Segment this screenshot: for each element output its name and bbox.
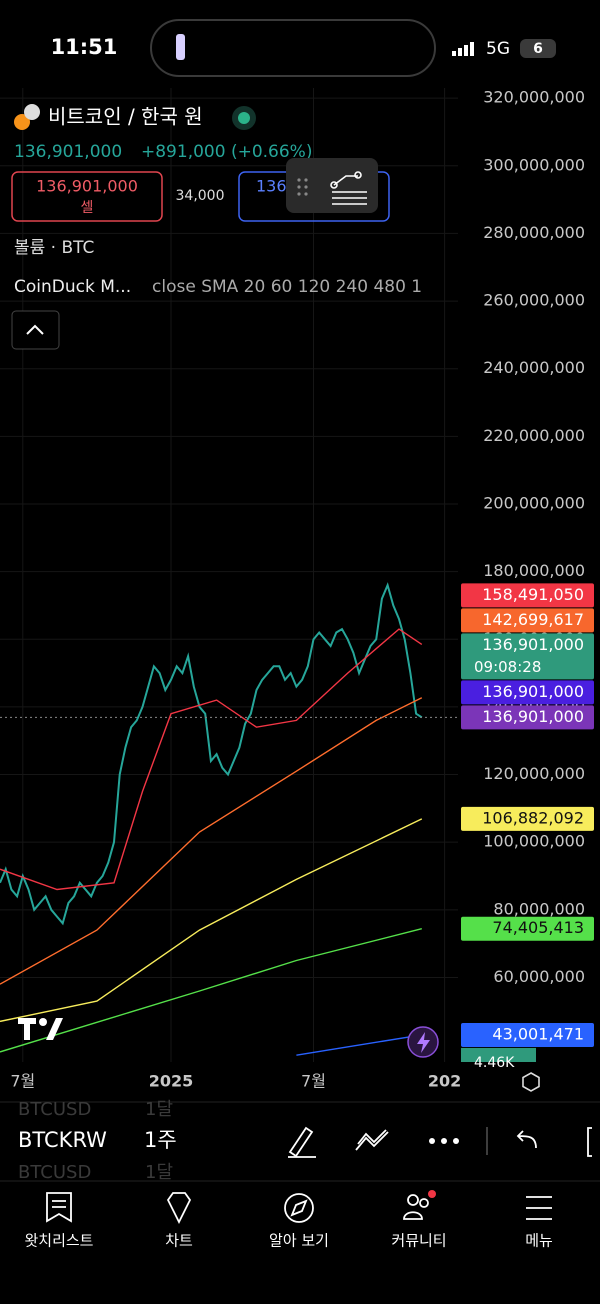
price-label [461,1022,594,1047]
price-label [461,916,594,941]
price-label-time: 09:08:28 [474,658,541,676]
ghost-symbol: BTCUSD [18,1099,91,1120]
price-label-text: 136,901,000 [482,635,584,654]
lightning-icon [417,1032,430,1053]
x-tick-label: 7월 [301,1072,326,1091]
dynamic-island [150,19,436,77]
volume-label [461,1047,536,1062]
y-tick-label: 200,000,000 [483,493,585,512]
symbol-title: 비트코인 / 한국 원 [48,105,203,129]
sma-line [0,818,423,1023]
layout-button[interactable] [587,1127,592,1157]
more-button[interactable] [429,1138,459,1144]
battery-level: 6 [533,41,543,57]
sma-line [0,628,423,891]
price-label-text: 158,491,050 [482,585,584,604]
drag-handle [297,178,308,196]
ghost-interval: 1달 [145,1162,173,1183]
y-tick-label: 300,000,000 [483,155,585,174]
sma-line [0,697,423,985]
x-tick-label: 2025 [149,1072,194,1091]
sell-button[interactable] [11,171,163,222]
ghost-interval: 1달 [145,1099,173,1120]
price-label-text: 74,405,413 [492,918,584,937]
y-tick-label: 180,000,000 [483,561,585,580]
last-price: 136,901,000 [14,142,122,162]
price-label [461,705,594,730]
clock: 11:51 [51,35,118,59]
y-tick-label: 80,000,000 [493,899,585,918]
price-label-text: 136,901,000 [482,707,584,726]
nav-label: 메뉴 [525,1232,553,1250]
ghost-symbol: BTCUSD [18,1162,91,1183]
x-tick-label: 202 [428,1072,461,1091]
nav-label: 왓치리스트 [24,1232,93,1250]
y-tick-label: 60,000,000 [493,967,585,986]
price-label [461,633,594,680]
nav-labels: 왓치리스트 차트 알아 보기 커뮤니티 메뉴 [24,1232,552,1250]
nav-label: 알아 보기 [269,1232,329,1250]
chart: 60,000,000 80,000,000 100,000,000 120,000,0… [0,88,594,1091]
trend-tool[interactable] [355,1129,389,1151]
network: 5G [486,39,510,59]
spread: 34,000 [176,188,225,204]
price-label [461,608,594,633]
drawing-toolbar[interactable] [286,158,378,213]
volume-legend: 볼륨 · BTC [14,238,94,258]
y-tick-label: 220,000,000 [483,426,585,445]
y-tick-label: 120,000,000 [483,764,585,783]
btc-icon [14,114,30,130]
nav-label: 커뮤니티 [391,1232,446,1250]
price-label [461,806,594,831]
price-label-text: 142,699,617 [482,610,584,629]
y-tick-label: 260,000,000 [483,291,585,310]
market-status-dot [238,112,250,124]
indicator-name: CoinDuck M... [14,277,131,297]
signal-icon [452,42,474,56]
price-label-text: 43,001,471 [492,1024,584,1043]
sell-price: 136,901,000 [36,177,138,196]
krw-icon [24,104,40,120]
x-tick-label: 7월 [10,1072,35,1091]
sma-line [296,1034,422,1056]
collapse-legend[interactable] [11,310,60,350]
notification-dot [428,1190,436,1198]
settings-icon[interactable] [522,1072,540,1092]
buy-price: 136 [256,177,287,196]
price-label [461,583,594,608]
price-label [461,680,594,705]
draw-tool[interactable] [288,1126,316,1158]
fib-tool-icon [330,171,367,205]
chevron-up [26,324,44,335]
y-tick-label: 100,000,000 [483,832,585,851]
y-tick-label: 320,000,000 [483,88,585,107]
flashlight-icon [176,34,185,60]
indicator-params: close SMA 20 60 120 240 480 1 [152,277,422,297]
y-tick-label: 240,000,000 [483,358,585,377]
y-tick-label: 280,000,000 [483,223,585,242]
tv-logo [18,1018,63,1040]
symbol-picker[interactable]: BTCKRW [18,1128,107,1152]
price-label-text: 106,882,092 [482,808,584,827]
volume-label-text: 4.46K [474,1055,515,1071]
sell-label: 셀 [81,200,94,216]
battery [520,39,556,58]
nav-icons [46,1192,552,1225]
undo[interactable] [516,1130,537,1149]
interval-picker[interactable]: 1주 [144,1128,177,1152]
nav-label: 차트 [165,1232,193,1250]
price-label-text: 136,901,000 [482,682,584,701]
sma-line [0,928,422,1053]
price-change: +891,000 (+0.66%) [141,142,312,162]
price-line [0,582,423,926]
